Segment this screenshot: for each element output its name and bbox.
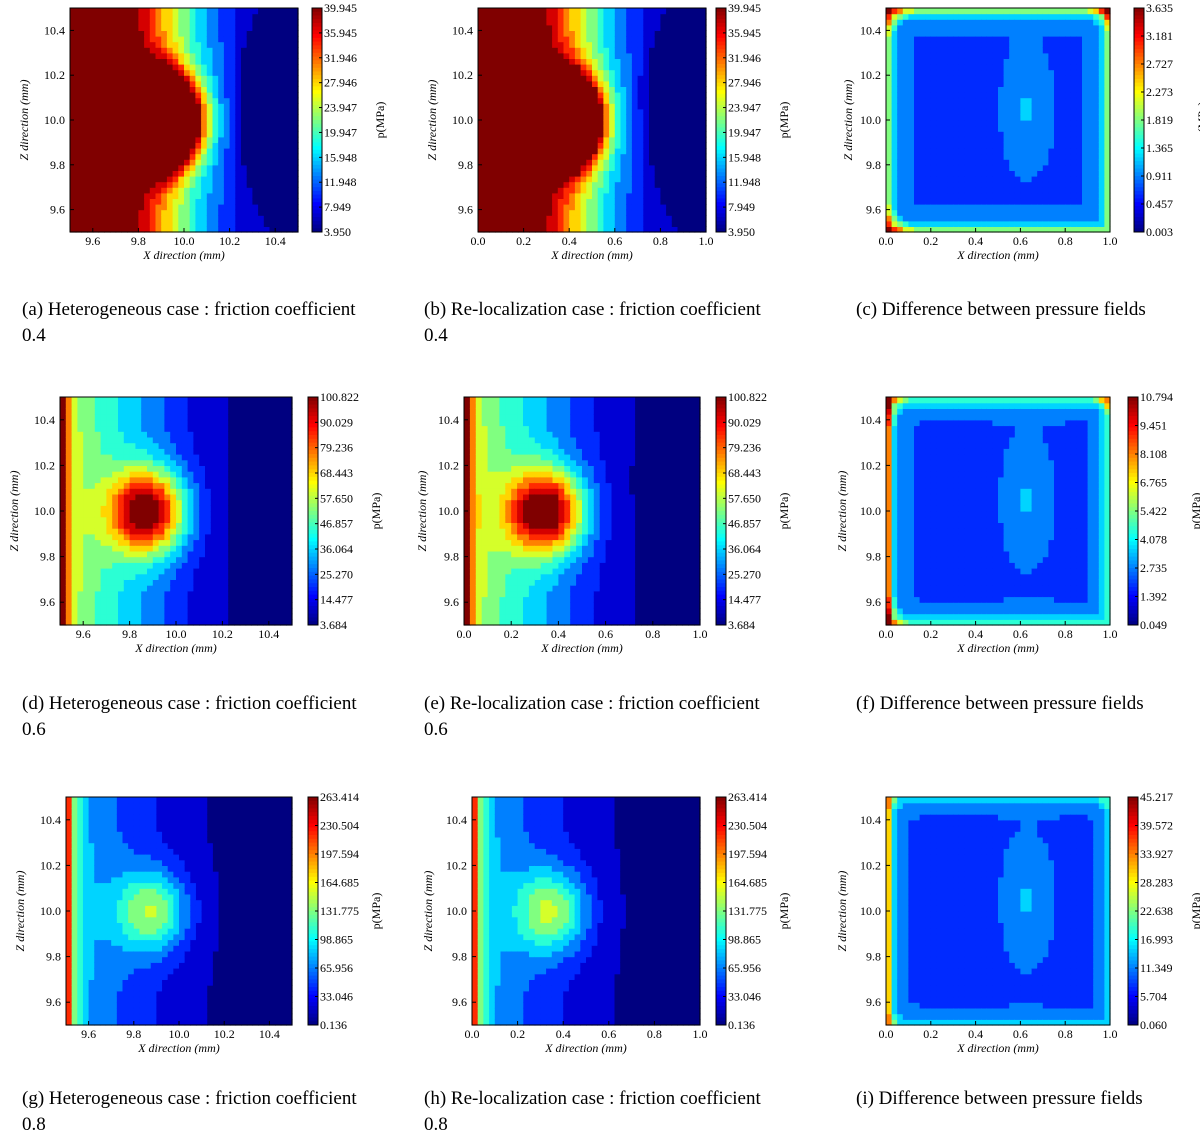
figure-grid: 9.69.810.010.210.49.69.810.010.210.4X di…	[0, 0, 1200, 1134]
